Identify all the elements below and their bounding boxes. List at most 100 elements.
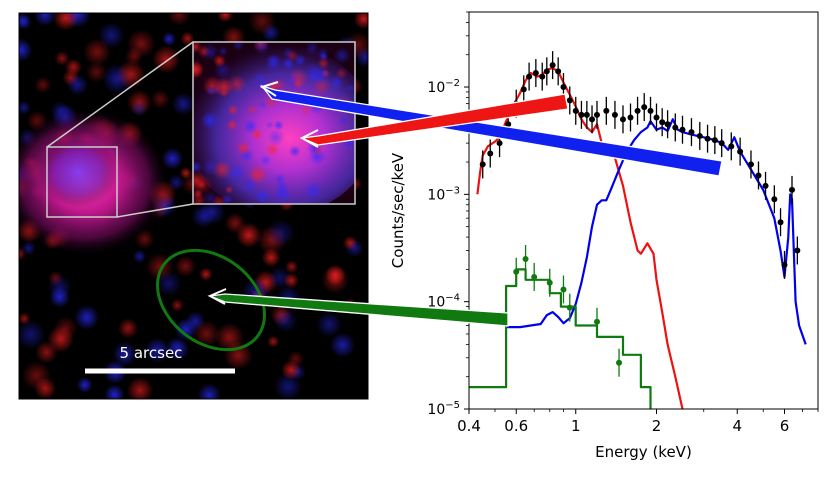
noise-speckle (76, 376, 93, 394)
noise-speckle (170, 298, 184, 312)
noise-speckle (19, 13, 32, 31)
noise-speckle (83, 38, 111, 66)
zoom-connector-bottom (116, 203, 194, 218)
inset-speckle (304, 42, 320, 56)
noise-speckle (316, 311, 343, 338)
inset-speckle (265, 120, 275, 130)
noise-speckle (197, 383, 221, 399)
y-tick-label: 10−4 (427, 293, 460, 311)
minor-source-data-point (616, 348, 623, 377)
noise-speckle (49, 286, 71, 308)
plot-frame (468, 11, 819, 410)
spectrum-data-point (583, 100, 590, 129)
noise-speckle (248, 13, 277, 36)
inset-speckle (338, 115, 348, 126)
main-source-core (38, 137, 118, 207)
noise-speckle (64, 58, 83, 76)
spectrum-data-point (747, 150, 754, 179)
inset-speckle (212, 195, 227, 204)
inset-speckle (227, 74, 247, 94)
noise-speckle (353, 13, 368, 30)
noise-speckle (144, 337, 170, 364)
spectrum-data-point (704, 124, 711, 153)
noise-speckle (180, 31, 195, 46)
spectrum-data-point (789, 175, 796, 204)
noise-speckle (342, 235, 358, 251)
inset-speckle (274, 184, 292, 202)
noise-speckle (54, 50, 70, 67)
noise-speckle (284, 260, 299, 274)
noise-speckle (321, 265, 349, 294)
noise-speckle (19, 319, 46, 350)
absorbed-component-curve (506, 118, 807, 345)
noise-speckle (124, 47, 143, 66)
spectrum-data-point (781, 250, 788, 279)
inset-speckle (345, 83, 355, 93)
blue-pointer-arrow (260, 84, 723, 177)
noise-speckle (132, 249, 147, 264)
x-tick-label: 0.4 (457, 417, 481, 435)
inset-speckle (193, 174, 213, 195)
spectrum-data-point (593, 100, 600, 129)
minor-source-ellipse (155, 248, 267, 352)
noise-speckle (214, 322, 245, 352)
inset-speckle (250, 128, 263, 141)
spectrum-data-point (659, 108, 666, 137)
spectrum-data-point (526, 62, 533, 91)
inset-speckle (212, 160, 232, 180)
y-tick-label: 10−3 (427, 185, 460, 203)
inset-speckle (247, 104, 257, 115)
noise-speckle (174, 255, 197, 277)
noise-speckle (53, 316, 78, 341)
green-pointer-arrow (207, 293, 509, 327)
inset-zoom-image (193, 42, 355, 204)
x-axis-label: Energy (keV) (595, 443, 692, 461)
spectrum-data-point (566, 86, 573, 115)
noise-speckle (85, 61, 107, 83)
spectrum-data-point (589, 105, 596, 134)
noise-speckle (261, 248, 281, 268)
inset-speckle (299, 104, 312, 117)
x-tick-label: 6 (780, 417, 790, 435)
inset-speckle (259, 154, 272, 166)
noise-speckle (117, 318, 139, 339)
noise-speckle (281, 360, 301, 380)
spectrum-data-point (603, 96, 610, 125)
spectrum-data-point (664, 110, 671, 139)
noise-speckle (329, 332, 356, 358)
inset-speckle (253, 72, 266, 85)
noise-speckle (217, 13, 234, 23)
hot-component-curve (476, 66, 684, 409)
pointer-arrows (207, 81, 723, 327)
noise-speckle (268, 266, 292, 290)
inset-speckle (212, 54, 226, 68)
spectrum-data-point (543, 57, 550, 86)
spectrum-data-point (627, 103, 634, 132)
spectrum-data-point (641, 93, 648, 122)
inset-speckle (227, 103, 239, 116)
spectrum-data-point (520, 75, 527, 104)
noise-speckle (52, 13, 79, 31)
noise-speckle (74, 305, 100, 330)
spectrum-data-point (771, 185, 778, 214)
inset-speckle (309, 65, 330, 85)
noise-speckle (167, 13, 191, 27)
inset-speckle (266, 54, 280, 68)
spectrum-data-point (611, 100, 618, 129)
noise-speckle (34, 76, 52, 94)
inset-speckle (193, 60, 204, 79)
inset-speckle (254, 188, 270, 204)
inset-speckle (305, 182, 323, 199)
minor-source-data-point (522, 244, 529, 273)
spectrum-data-point (539, 62, 546, 91)
red-arrow-head (299, 129, 319, 148)
zoom-region-box (46, 146, 118, 218)
spectrum-data-point (718, 129, 725, 158)
y-tick-label: 10−2 (427, 78, 460, 96)
noise-speckle (33, 13, 57, 27)
spectrum-data-point (653, 103, 660, 132)
x-tick-label: 2 (652, 417, 662, 435)
noise-speckle (199, 199, 226, 225)
noise-speckle (126, 376, 154, 399)
x-tick-label: 0.6 (504, 417, 528, 435)
